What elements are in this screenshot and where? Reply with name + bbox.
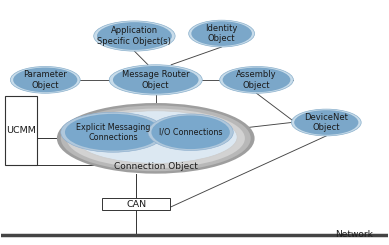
- Ellipse shape: [113, 66, 198, 94]
- Bar: [5, 96, 37, 165]
- Ellipse shape: [97, 22, 172, 50]
- Ellipse shape: [291, 109, 361, 136]
- Ellipse shape: [94, 21, 175, 51]
- Ellipse shape: [109, 65, 202, 95]
- Ellipse shape: [294, 110, 358, 135]
- Ellipse shape: [11, 66, 80, 93]
- Text: DeviceNet
Object: DeviceNet Object: [304, 113, 348, 132]
- Ellipse shape: [223, 68, 291, 92]
- Ellipse shape: [67, 109, 245, 168]
- Ellipse shape: [191, 21, 252, 46]
- Text: I/O Connections: I/O Connections: [159, 128, 223, 137]
- Ellipse shape: [189, 20, 254, 47]
- Text: Application
Specific Object(s): Application Specific Object(s): [98, 26, 172, 46]
- Ellipse shape: [151, 115, 230, 149]
- Ellipse shape: [57, 103, 254, 174]
- Text: Parameter
Object: Parameter Object: [23, 70, 67, 90]
- Text: CAN: CAN: [126, 200, 146, 208]
- Text: Network: Network: [335, 230, 373, 239]
- Text: Connection Object: Connection Object: [114, 162, 198, 171]
- Text: Explicit Messaging
Connections: Explicit Messaging Connections: [76, 122, 150, 142]
- Text: UCMM: UCMM: [6, 126, 36, 135]
- Ellipse shape: [65, 114, 161, 151]
- Bar: [102, 198, 170, 210]
- Ellipse shape: [13, 68, 77, 92]
- Ellipse shape: [148, 114, 233, 150]
- Text: Assembly
Object: Assembly Object: [236, 70, 277, 90]
- Text: Identity
Object: Identity Object: [205, 24, 238, 43]
- Text: Message Router
Object: Message Router Object: [122, 70, 189, 90]
- Ellipse shape: [220, 66, 293, 93]
- Ellipse shape: [74, 111, 237, 163]
- Ellipse shape: [61, 105, 251, 171]
- Ellipse shape: [61, 112, 165, 152]
